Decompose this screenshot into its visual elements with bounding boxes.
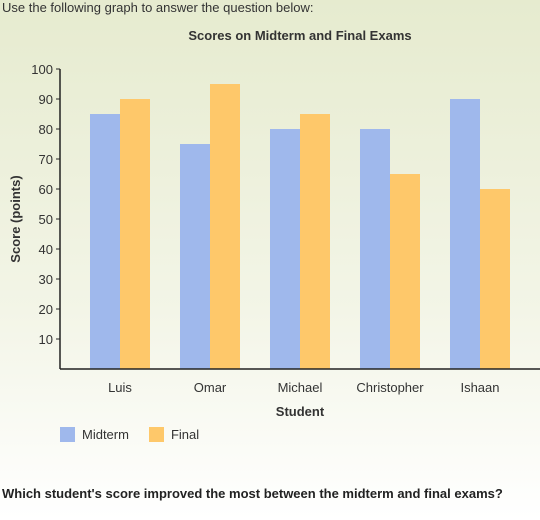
x-tick-label-luis: Luis	[108, 380, 132, 395]
chart-title: Scores on Midterm and Final Exams	[188, 28, 412, 43]
legend-item-midterm: Midterm	[60, 427, 129, 442]
y-axis-label: Score (points)	[8, 175, 23, 262]
axes-group	[56, 68, 540, 370]
y-tick-label: 50	[39, 212, 53, 227]
y-tick-label: 40	[39, 242, 53, 257]
x-tick-label-ishaan: Ishaan	[460, 380, 499, 395]
y-tick-label: 10	[39, 332, 53, 347]
x-tick-label-michael: Michael	[278, 380, 323, 395]
bar-midterm-ishaan	[450, 99, 480, 369]
y-tick-label: 20	[39, 302, 53, 317]
bars-group	[90, 84, 510, 369]
x-tick-labels: Luis Omar Michael Christopher Ishaan	[108, 380, 499, 395]
bar-midterm-omar	[180, 144, 210, 369]
bar-final-michael	[300, 114, 330, 369]
legend-label-midterm: Midterm	[82, 427, 129, 442]
x-tick-label-omar: Omar	[194, 380, 227, 395]
bar-midterm-michael	[270, 129, 300, 369]
y-tick-label: 30	[39, 272, 53, 287]
bar-final-omar	[210, 84, 240, 369]
bar-final-luis	[120, 99, 150, 369]
bar-chart: 10 20 30 40 50 60 70 80 90 100 Luis Omar Michael Chr…	[8, 62, 540, 419]
bar-midterm-luis	[90, 114, 120, 369]
y-tick-labels: 10 20 30 40 50 60 70 80 90 100	[31, 62, 53, 347]
bar-final-ishaan	[480, 189, 510, 369]
bar-final-christopher	[390, 174, 420, 369]
question-text: Which student's score improved the most …	[2, 486, 503, 501]
legend-swatch-midterm	[60, 427, 75, 442]
y-tick-label: 80	[39, 122, 53, 137]
intro-text: Use the following graph to answer the qu…	[2, 0, 314, 15]
x-axis-label: Student	[276, 404, 325, 419]
legend-label-final: Final	[170, 427, 200, 442]
legend-swatch-final	[148, 427, 164, 442]
y-tick-label: 90	[39, 92, 53, 107]
y-tick-label: 60	[39, 182, 53, 197]
bar-midterm-christopher	[360, 129, 390, 369]
x-tick-label-christopher: Christopher	[356, 380, 424, 395]
legend: Midterm Final	[60, 427, 219, 442]
y-tick-label: 70	[39, 152, 53, 167]
y-tick-label: 100	[31, 62, 53, 77]
legend-item-final: Final	[148, 427, 200, 442]
